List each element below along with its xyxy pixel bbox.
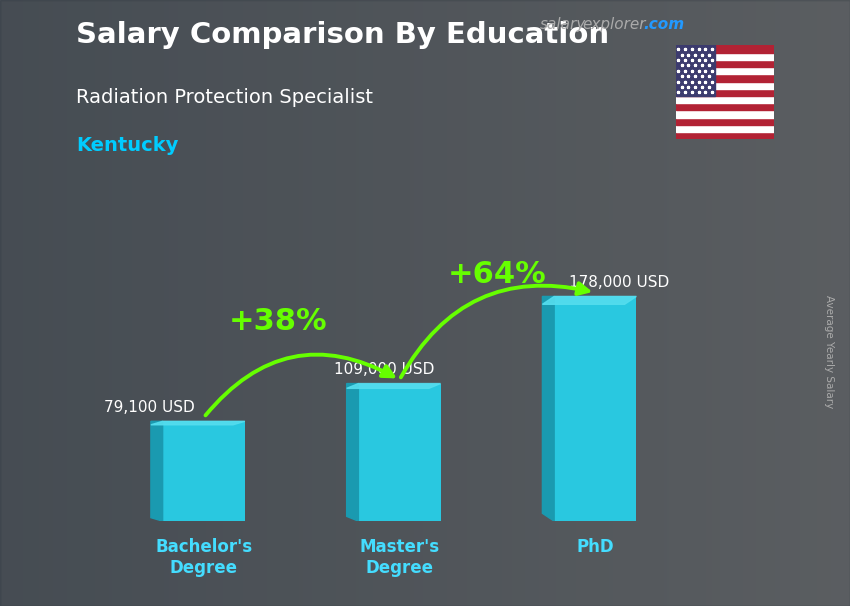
Bar xyxy=(359,384,440,521)
Bar xyxy=(676,82,774,89)
Text: Radiation Protection Specialist: Radiation Protection Specialist xyxy=(76,88,373,107)
Bar xyxy=(676,118,774,125)
Bar xyxy=(676,132,774,139)
Text: Salary Comparison By Education: Salary Comparison By Education xyxy=(76,21,609,49)
Text: 178,000 USD: 178,000 USD xyxy=(569,275,669,290)
Bar xyxy=(676,103,774,110)
Text: salary: salary xyxy=(540,17,586,32)
Polygon shape xyxy=(542,296,554,521)
Text: +38%: +38% xyxy=(229,307,327,336)
Bar xyxy=(554,296,637,521)
Bar xyxy=(162,421,245,521)
Bar xyxy=(676,53,774,60)
Bar xyxy=(676,96,774,103)
Text: 79,100 USD: 79,100 USD xyxy=(104,400,195,415)
Text: Kentucky: Kentucky xyxy=(76,136,178,155)
Bar xyxy=(676,45,715,96)
Polygon shape xyxy=(151,421,162,521)
Text: explorer: explorer xyxy=(582,17,646,32)
Text: Average Yearly Salary: Average Yearly Salary xyxy=(824,295,834,408)
Bar xyxy=(676,67,774,75)
Bar xyxy=(676,45,774,53)
Bar xyxy=(676,60,774,67)
Polygon shape xyxy=(542,296,637,304)
Polygon shape xyxy=(347,384,359,521)
Bar xyxy=(676,89,774,96)
Bar xyxy=(676,110,774,118)
Text: .com: .com xyxy=(643,17,684,32)
Text: 109,000 USD: 109,000 USD xyxy=(334,362,434,377)
Bar xyxy=(676,75,774,82)
Text: +64%: +64% xyxy=(448,261,547,290)
Bar xyxy=(676,125,774,132)
Polygon shape xyxy=(347,384,440,388)
Polygon shape xyxy=(151,421,245,425)
